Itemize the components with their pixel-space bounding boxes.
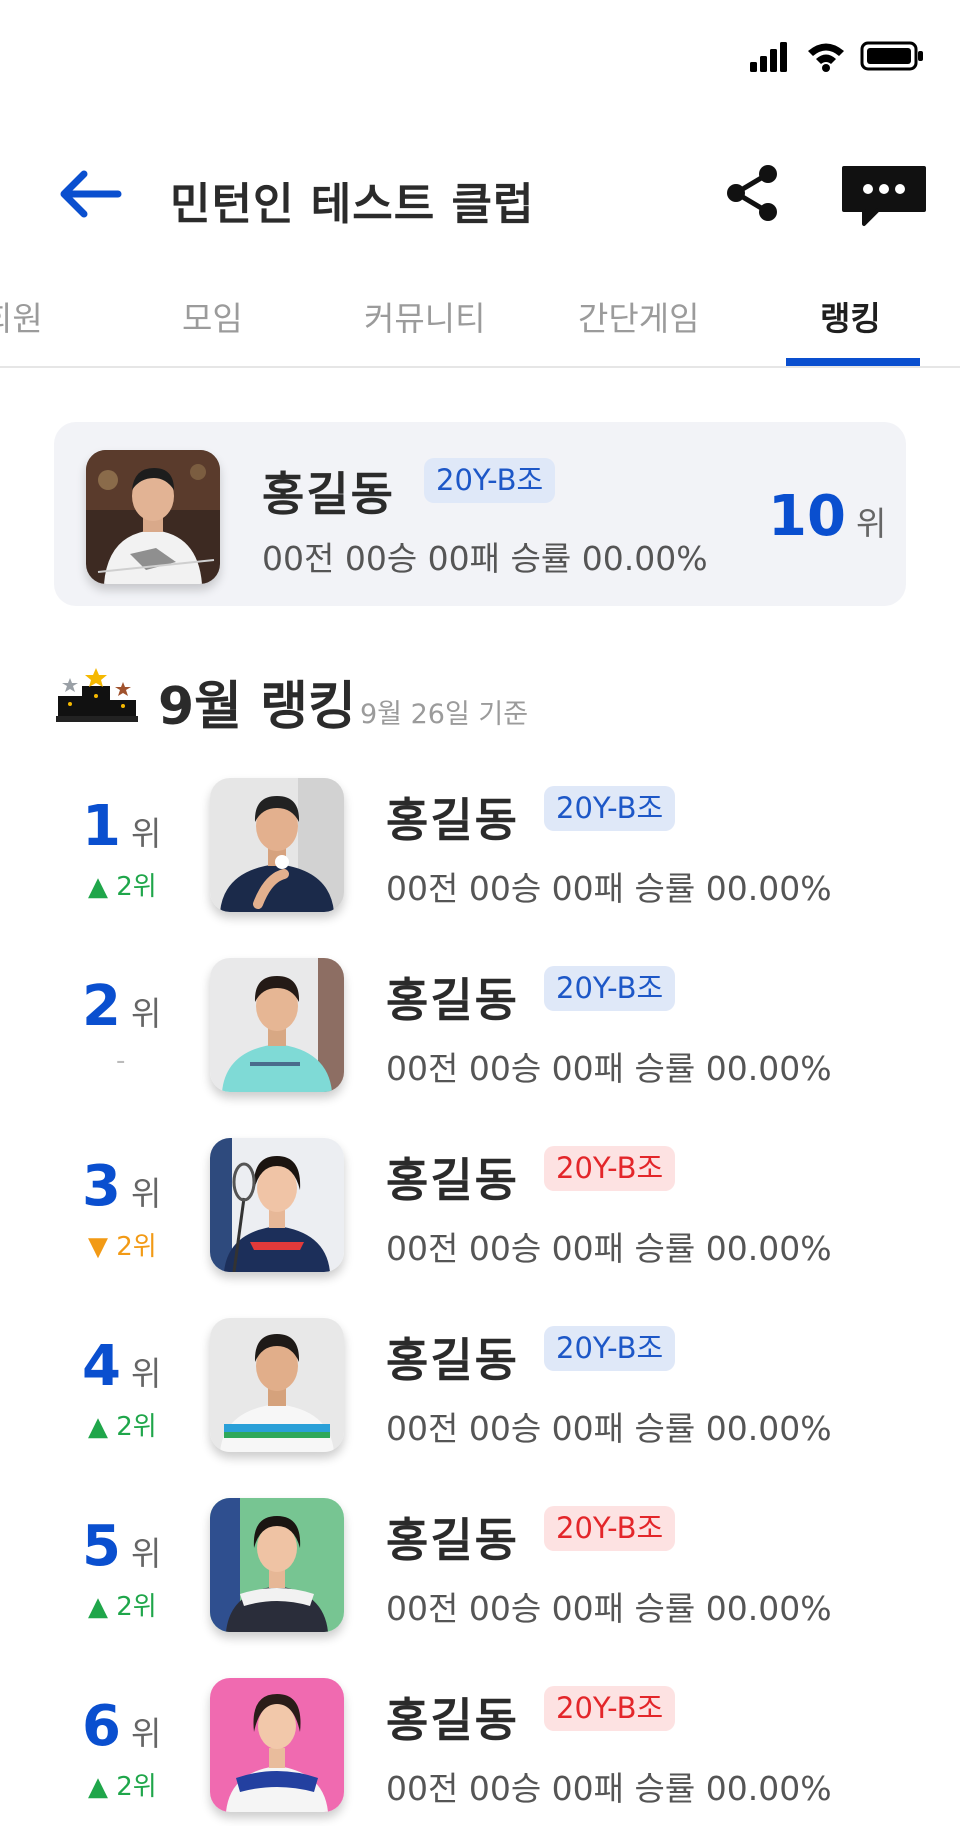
tab-community[interactable]: 커뮤니티 [364,299,486,338]
group-badge: 20Y-B조 [544,1686,676,1731]
player-stats: 00전 00승 00패 승률 00.00% [386,1409,832,1448]
rank-number: 2 [82,974,121,1039]
player-avatar [210,778,344,912]
my-rank-unit: 위 [855,504,887,543]
back-button[interactable] [56,168,126,220]
player-name: 홍길동 [386,1513,519,1567]
my-group-badge: 20Y-B조 [424,458,556,503]
rank-number: 6 [82,1694,121,1759]
rank-unit: 위 [130,1714,162,1753]
player-photo [210,1678,344,1812]
player-stats: 00전 00승 00패 승률 00.00% [386,1769,832,1808]
my-name: 홍길동 [262,467,395,521]
player-name: 홍길동 [386,1153,519,1207]
player-photo [86,450,220,584]
chat-button[interactable] [838,162,930,230]
group-badge: 20Y-B조 [544,1326,676,1371]
my-rank-number: 10 [768,484,846,549]
rank-change: ▲ 2위 [88,872,157,902]
player-name: 홍길동 [386,1693,519,1747]
player-name: 홍길동 [386,793,519,847]
group-badge: 20Y-B조 [544,1146,676,1191]
share-icon [727,165,777,221]
player-stats: 00전 00승 00패 승률 00.00% [386,1229,832,1268]
status-icons [748,40,924,72]
battery-icon [860,41,923,71]
tab-members[interactable]: 회원 [0,299,43,338]
rank-change: ▲ 2위 [88,1412,157,1442]
podium-icon [56,668,138,722]
rank-change: - [116,1046,126,1076]
ranking-title: 9월 랭킹 [158,677,356,737]
group-badge: 20Y-B조 [544,1506,676,1551]
player-avatar [210,1678,344,1812]
my-rank: 10 위 [768,484,886,549]
signal-icon [750,42,787,72]
rank-change: ▲ 2위 [88,1772,157,1802]
rank-unit: 위 [130,1354,162,1393]
back-arrow-icon [60,170,122,218]
player-photo [210,1498,344,1632]
ranking-date: 9월 26일 기준 [360,699,529,730]
player-photo [210,1318,344,1452]
rank-number: 1 [82,794,121,859]
my-ranking-card[interactable]: 홍길동 20Y-B조 00전 00승 00패 승률 00.00% 10 위 [54,422,906,606]
player-avatar [210,1318,344,1452]
player-avatar [210,1498,344,1632]
app-header: 민턴인 테스트 클럽 [0,150,960,240]
player-avatar [210,958,344,1092]
player-photo [210,958,344,1092]
wifi-icon [808,43,844,72]
rank-unit: 위 [130,814,162,853]
rank-unit: 위 [130,1174,162,1213]
player-photo [210,778,344,912]
rank-change: ▲ 2위 [88,1592,157,1622]
chat-icon [842,166,926,226]
tab-simple-game[interactable]: 간단게임 [578,299,700,338]
share-button[interactable] [722,162,782,224]
club-tabs: 회원 모임 커뮤니티 간단게임 랭킹 [0,270,960,368]
active-tab-indicator [786,358,920,366]
group-badge: 20Y-B조 [544,786,676,831]
ranking-header: 9월 랭킹 9월 26일 기준 [52,660,912,737]
rank-unit: 위 [130,1534,162,1573]
tab-meetings[interactable]: 모임 [182,299,243,338]
rank-unit: 위 [130,994,162,1033]
rank-number: 5 [82,1514,121,1579]
player-stats: 00전 00승 00패 승률 00.00% [386,1049,832,1088]
player-photo [210,1138,344,1272]
rank-change: ▼ 2위 [88,1232,157,1262]
my-stats: 00전 00승 00패 승률 00.00% [262,539,708,578]
status-bar [0,0,960,112]
player-avatar [210,1138,344,1272]
rank-number: 3 [82,1154,121,1219]
my-avatar [86,450,220,584]
player-name: 홍길동 [386,973,519,1027]
player-name: 홍길동 [386,1333,519,1387]
page-title: 민턴인 테스트 클럽 [170,179,535,230]
player-stats: 00전 00승 00패 승률 00.00% [386,1589,832,1628]
tab-ranking[interactable]: 랭킹 [820,299,881,338]
rank-number: 4 [82,1334,121,1399]
player-stats: 00전 00승 00패 승률 00.00% [386,869,832,908]
group-badge: 20Y-B조 [544,966,676,1011]
